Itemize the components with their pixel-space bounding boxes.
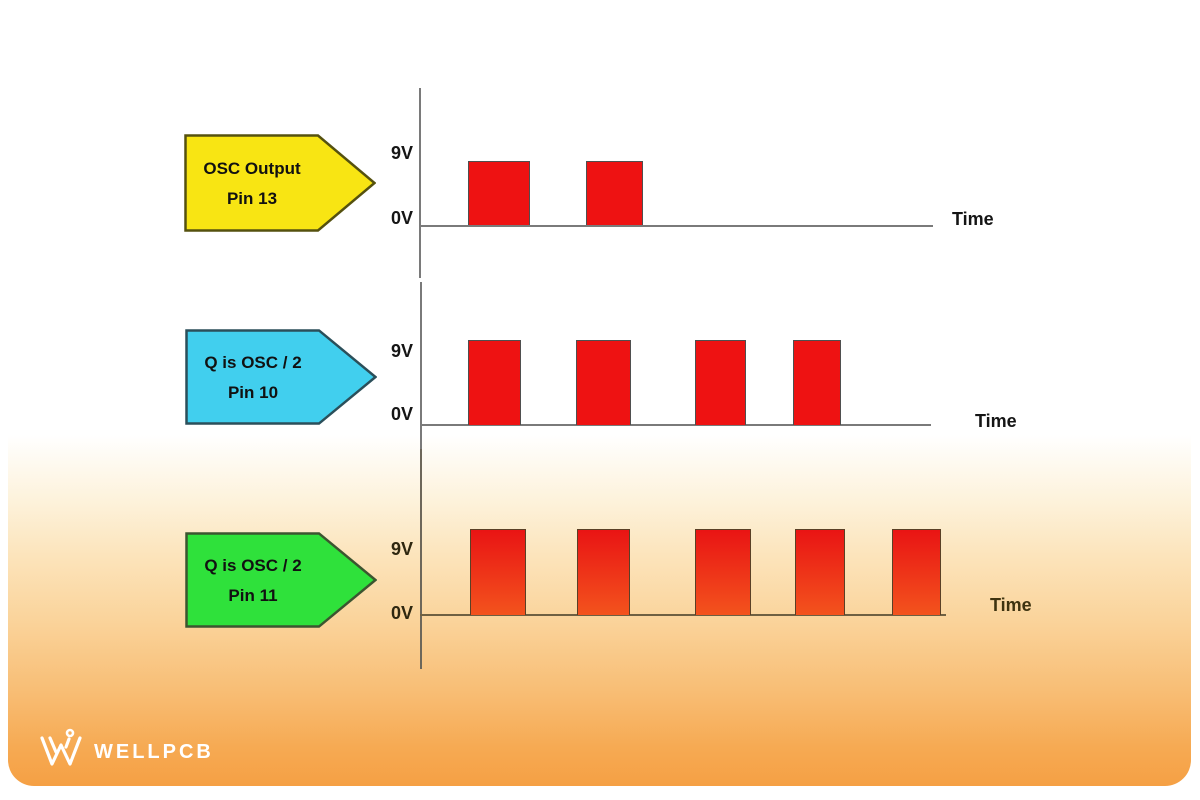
waveform-pulse [793, 340, 841, 425]
gradient-card: OSC Output Pin 13 9V 0V Time Q is OSC / … [8, 6, 1191, 786]
ytick-9v-row1: 9V [390, 143, 413, 163]
waveform-pulse [695, 529, 751, 615]
ytick-0v-row3: 0V [390, 603, 413, 623]
waveform-pulse [795, 529, 845, 615]
ytick-0v-row1: 0V [390, 208, 413, 228]
x-axis-row1 [419, 225, 933, 227]
callout-line2: Pin 13 [226, 188, 278, 208]
xlabel-time-row3: Time [990, 595, 1032, 615]
waveform-pulse [468, 161, 530, 225]
x-axis-row3 [420, 614, 946, 616]
y-axis-row1 [419, 88, 421, 278]
y-axis-row2 [420, 282, 422, 473]
callout-text: Q is OSC / 2 Pin 10 [185, 329, 377, 425]
waveform-pulse [892, 529, 941, 615]
ytick-9v-row2: 9V [390, 341, 413, 361]
arrow-shape-yellow [184, 134, 376, 232]
callout-line2: Pin 11 [228, 585, 278, 605]
wellpcb-logo-text: WELLPCB [94, 740, 214, 763]
y-axis-row3 [420, 449, 422, 669]
callout-text: Q is OSC / 2 Pin 11 [185, 532, 377, 628]
callout-arrow-pin13: OSC Output Pin 13 [184, 134, 376, 232]
waveform-pulse [576, 340, 631, 425]
arrow-shape-cyan [185, 329, 377, 425]
wellpcb-w-icon [40, 728, 82, 766]
callout-text: OSC Output Pin 13 [184, 134, 376, 232]
callout-line1: Q is OSC / 2 [204, 352, 302, 372]
waveform-pulse [470, 529, 526, 615]
xlabel-time-row1: Time [952, 209, 994, 229]
ytick-9v-row3: 9V [390, 539, 413, 559]
callout-arrow-pin10: Q is OSC / 2 Pin 10 [185, 329, 377, 425]
callout-line2: Pin 10 [227, 382, 279, 402]
ytick-0v-row2: 0V [390, 404, 413, 424]
wellpcb-logo: WELLPCB [38, 725, 214, 771]
waveform-pulse [695, 340, 746, 425]
waveform-pulse [468, 340, 521, 425]
callout-line1: Q is OSC / 2 [204, 555, 302, 575]
x-axis-row2 [420, 424, 931, 426]
callout-line1: OSC Output [203, 158, 301, 178]
waveform-pulse [586, 161, 643, 225]
xlabel-time-row2: Time [975, 411, 1017, 431]
callout-arrow-pin11: Q is OSC / 2 Pin 11 [185, 532, 377, 628]
waveform-pulse [577, 529, 630, 615]
arrow-shape-green [185, 532, 377, 628]
